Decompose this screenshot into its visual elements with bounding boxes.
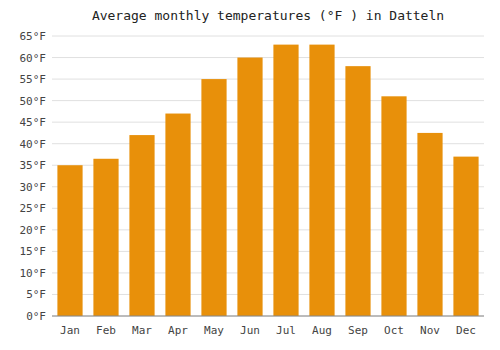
grid-line	[52, 122, 484, 123]
y-tick-label: 25°F	[20, 202, 47, 215]
x-tick-label: Nov	[420, 324, 440, 337]
y-tick-label: 40°F	[20, 138, 47, 151]
y-tick-label: 55°F	[20, 73, 47, 86]
grid	[52, 36, 484, 316]
x-tick-label: Jan	[60, 324, 80, 337]
bar	[57, 165, 82, 316]
bar	[345, 66, 370, 316]
x-tick-label: Jul	[276, 324, 296, 337]
bar	[201, 79, 226, 316]
y-tick-label: 35°F	[20, 159, 47, 172]
bar	[417, 133, 442, 316]
y-tick-label: 10°F	[20, 267, 47, 280]
x-tick-label: Mar	[132, 324, 152, 337]
y-tick-label: 65°F	[20, 30, 47, 43]
grid-line	[52, 79, 484, 80]
y-tick-label: 0°F	[26, 310, 46, 323]
bar	[309, 45, 334, 316]
x-tick-label: Feb	[96, 324, 116, 337]
grid-line	[52, 57, 484, 58]
x-tick-label: Apr	[168, 324, 188, 337]
y-tick-label: 20°F	[20, 224, 47, 237]
grid-line	[52, 316, 484, 317]
chart: Average monthly temperatures (°F ) in Da…	[0, 0, 500, 350]
x-axis-line	[52, 316, 484, 317]
x-tick-label: Jun	[240, 324, 260, 337]
x-tick-label: May	[204, 324, 224, 337]
grid-line	[52, 36, 484, 37]
x-tick-label: Sep	[348, 324, 368, 337]
title: Average monthly temperatures (°F ) in Da…	[92, 8, 444, 23]
x-tick-label: Aug	[312, 324, 332, 337]
chart-container: Average monthly temperatures (°F ) in Da…	[0, 0, 500, 350]
x-tick-label: Dec	[456, 324, 476, 337]
y-tick-label: 45°F	[20, 116, 47, 129]
x-tick-label: Oct	[384, 324, 404, 337]
bar	[273, 45, 298, 316]
bars	[57, 45, 478, 316]
bar	[381, 96, 406, 316]
grid-line	[52, 100, 484, 101]
bar	[165, 114, 190, 316]
y-tick-label: 15°F	[20, 245, 47, 258]
y-tick-label: 60°F	[20, 52, 47, 65]
y-tick-label: 50°F	[20, 95, 47, 108]
bar	[237, 58, 262, 316]
bar	[129, 135, 154, 316]
bar	[93, 159, 118, 316]
y-tick-label: 5°F	[26, 288, 46, 301]
y-tick-label: 30°F	[20, 181, 47, 194]
bar	[453, 157, 478, 316]
